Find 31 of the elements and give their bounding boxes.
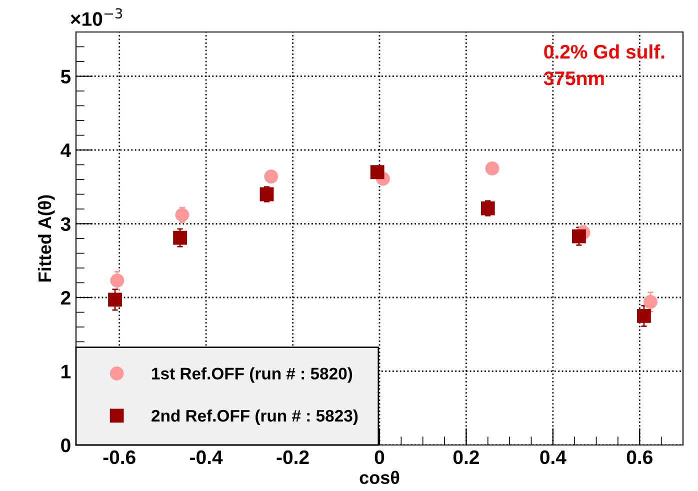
x-tick-label: -0.4 bbox=[190, 450, 223, 464]
y-axis-title: Fitted A(θ) bbox=[38, 195, 55, 282]
legend-label: 2nd Ref.OFF (run # : 5823) bbox=[152, 409, 358, 425]
y-tick-label: 3 bbox=[60, 217, 70, 232]
point bbox=[644, 294, 658, 309]
point bbox=[264, 170, 278, 184]
point bbox=[572, 229, 586, 244]
x-tick-label: 0 bbox=[374, 450, 384, 464]
y-tick-label: 2 bbox=[61, 290, 70, 305]
y-tick-label: 0 bbox=[61, 438, 70, 452]
x-axis-title: cosθ bbox=[360, 470, 400, 484]
point bbox=[485, 161, 500, 176]
x-tick-label: 0.4 bbox=[540, 450, 566, 464]
x-tick-label: 0.6 bbox=[626, 450, 652, 464]
point bbox=[370, 165, 384, 180]
x-tick-label: 0.2 bbox=[453, 450, 479, 464]
point bbox=[110, 274, 124, 288]
point bbox=[175, 208, 190, 222]
annotation: 0.2% Gd sulf. 375nm bbox=[544, 44, 664, 86]
legend-label: 1st Ref.OFF (run # : 5820) bbox=[152, 367, 352, 383]
text: ×10$^{−3}$ bbox=[70, 8, 122, 26]
point bbox=[173, 230, 187, 245]
y-tick-label: 5 bbox=[60, 70, 71, 84]
x-tick-label: -0.6 bbox=[103, 450, 136, 464]
point bbox=[108, 292, 122, 307]
point bbox=[637, 308, 651, 323]
y-tick-label: 1 bbox=[62, 364, 71, 378]
x-tick-label: -0.2 bbox=[276, 450, 309, 464]
point bbox=[260, 187, 274, 202]
y-tick-label: 4 bbox=[60, 144, 72, 158]
point bbox=[480, 201, 495, 216]
